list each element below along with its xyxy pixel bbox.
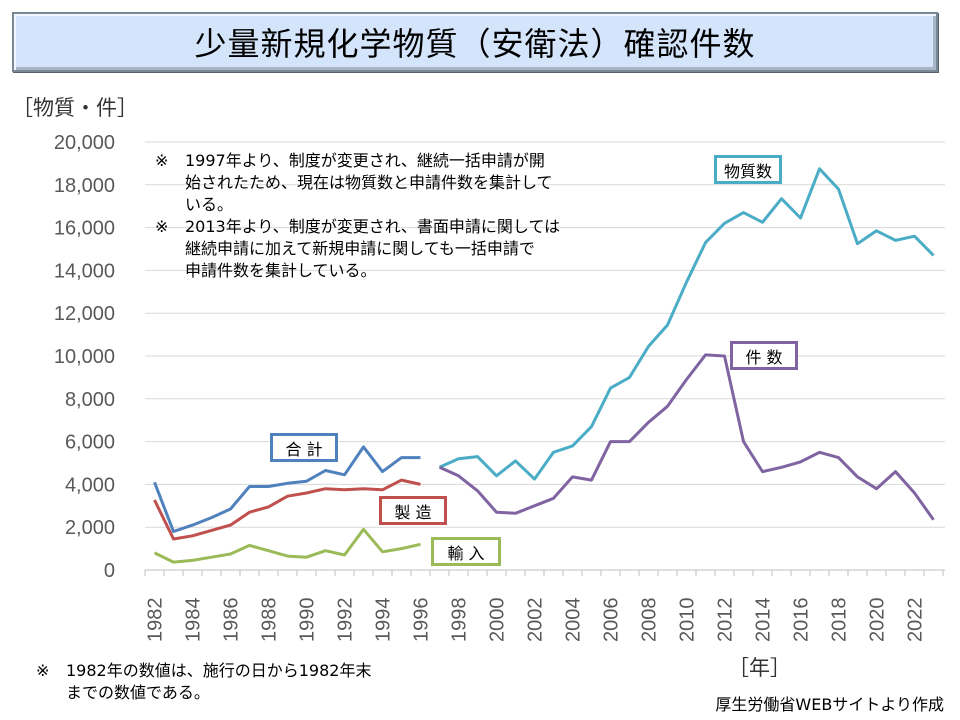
legend-substances-label: 物質数	[723, 161, 772, 181]
x-axis-unit-label: ［年］	[728, 656, 791, 680]
series-line-1	[153, 478, 421, 541]
x-tick-label: 2012	[715, 598, 737, 643]
series-lines	[153, 167, 935, 564]
x-tick-label: 1986	[221, 598, 243, 643]
chart-notes: ※ 1997年より、制度が変更され、継続一括申請が開 始されたため、現在は物質数と…	[155, 150, 645, 282]
legend-manufacture: 製 造	[379, 496, 447, 525]
legend-import-label: 輸 入	[447, 543, 485, 563]
footnote-line-2: までの数値である。	[66, 683, 210, 702]
y-tick-label: 6,000	[65, 432, 115, 454]
y-tick-label: 8,000	[65, 389, 115, 411]
legend-manufacture-label: 製 造	[394, 502, 432, 522]
x-tick-label: 2022	[905, 598, 927, 643]
y-tick-label: 2,000	[65, 517, 115, 539]
series-line-4	[438, 353, 935, 521]
chart-title: 少量新規化学物質（安衛法）確認件数	[194, 25, 756, 63]
legend-applications: 件 数	[730, 341, 798, 370]
x-tick-label: 2016	[791, 598, 813, 643]
note-2: ※ 2013年より、制度が変更され、書面申請に関しては 継続申請に加えて新規申請に…	[155, 216, 645, 282]
y-tick-label: 20,000	[54, 132, 115, 154]
x-tick-label: 1996	[411, 598, 433, 643]
x-tick-label: 1998	[449, 598, 471, 643]
y-axis-ticks: 0 2,000 4,000 6,000 8,000 10,000 12,000 14,000 1…	[54, 132, 115, 582]
legend-total-label: 合 計	[285, 439, 323, 459]
note-1-line-3: いる。	[185, 195, 234, 214]
y-tick-label: 12,000	[54, 303, 115, 325]
legend-substances: 物質数	[714, 155, 782, 184]
y-tick-label: 10,000	[54, 346, 115, 368]
x-tick-label: 2014	[753, 598, 775, 643]
x-tick-label: 2006	[601, 598, 623, 643]
x-tick-label: 1994	[373, 598, 395, 643]
legend-total: 合 計	[270, 433, 338, 462]
x-tick-label: 2010	[677, 598, 699, 643]
y-tick-label: 0	[104, 560, 115, 582]
x-tick-label: 2008	[639, 598, 661, 643]
x-tick-label: 1982	[145, 598, 167, 643]
legend-import: 輸 入	[431, 537, 501, 566]
x-tick-label: 2020	[867, 598, 889, 643]
x-tick-label: 1984	[183, 598, 205, 643]
footnote-mark: ※	[36, 661, 50, 680]
x-tick-label: 2000	[487, 598, 509, 643]
x-tick-label: 2018	[829, 598, 851, 643]
note-1: ※ 1997年より、制度が変更され、継続一括申請が開 始されたため、現在は物質数と…	[155, 150, 645, 216]
legend-applications-label: 件 数	[745, 347, 783, 367]
footnote: ※ 1982年の数値は、施行の日から1982年末 までの数値である。	[36, 660, 486, 704]
x-tick-label: 2004	[563, 598, 585, 643]
x-tick-label: 1988	[259, 598, 281, 643]
y-tick-label: 16,000	[54, 218, 115, 240]
series-line-0	[153, 445, 421, 533]
source-credit: 厚生労働省WEBサイトより作成	[715, 695, 944, 714]
y-tick-label: 18,000	[54, 175, 115, 197]
note-2-line-3: 申請件数を集計している。	[185, 261, 377, 280]
note-2-mark: ※	[155, 217, 169, 236]
x-tick-label: 1990	[297, 598, 319, 643]
y-tick-label: 4,000	[65, 474, 115, 496]
footnote-line-1: 1982年の数値は、施行の日から1982年末	[66, 661, 372, 680]
note-2-line-1: 2013年より、制度が変更され、書面申請に関しては	[185, 217, 561, 236]
chart-title-box: 少量新規化学物質（安衛法）確認件数	[12, 12, 938, 72]
note-1-mark: ※	[155, 151, 169, 170]
x-tick-label: 2002	[525, 598, 547, 643]
note-2-line-2: 継続申請に加えて新規申請に関しても一括申請で	[185, 239, 535, 258]
x-axis-ticks: 1982 1984 1986 1988 1990 1992 1994 1996 1998 2000…	[144, 570, 944, 643]
series-line-3	[438, 167, 935, 481]
y-tick-label: 14,000	[54, 260, 115, 282]
note-1-line-2: 始されたため、現在は物質数と申請件数を集計して	[185, 173, 553, 192]
note-1-line-1: 1997年より、制度が変更され、継続一括申請が開	[185, 151, 545, 170]
x-tick-label: 1992	[335, 598, 357, 643]
y-axis-unit-label: ［物質・件］	[12, 96, 138, 120]
